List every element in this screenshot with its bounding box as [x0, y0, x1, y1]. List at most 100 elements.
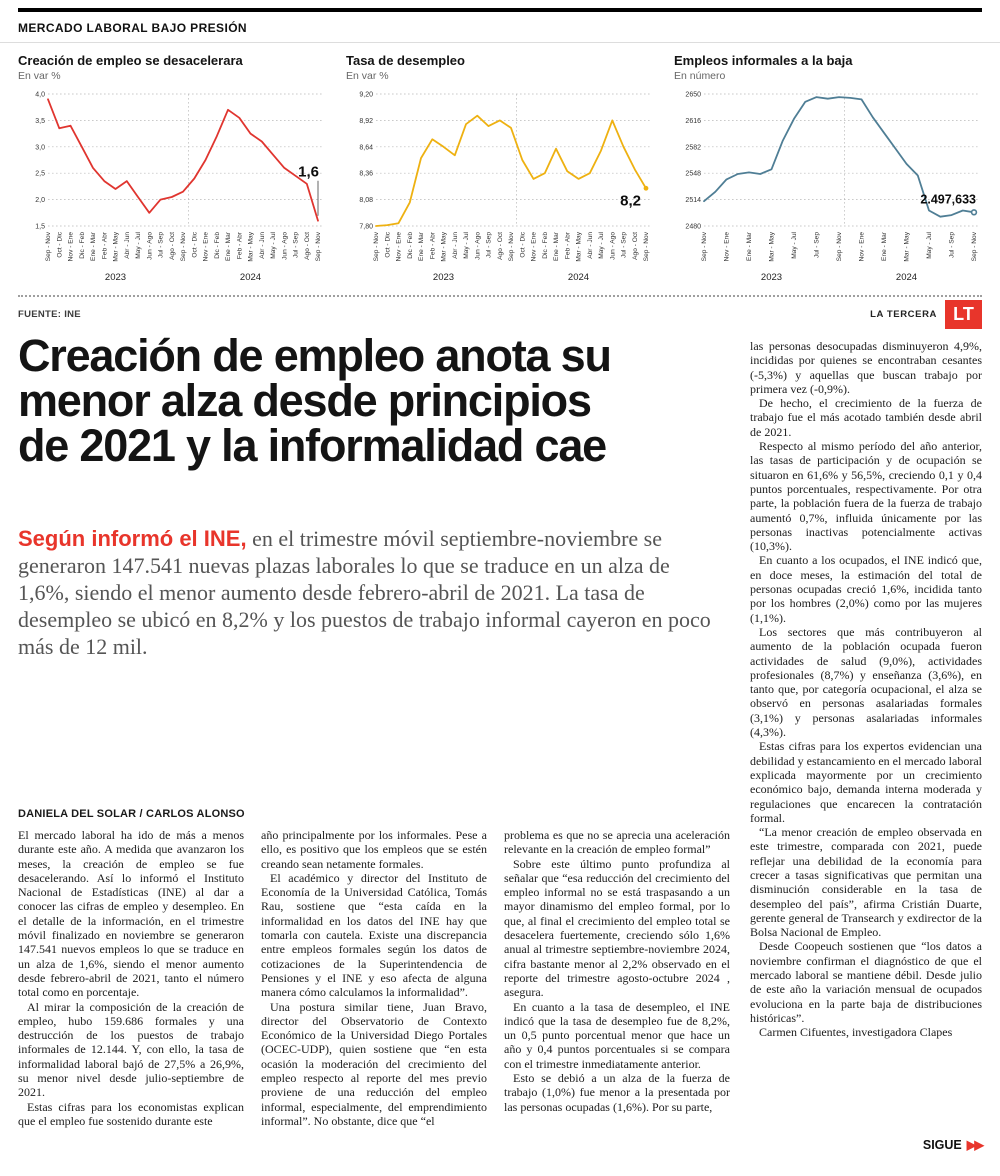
svg-text:Ene - Mar: Ene - Mar — [746, 231, 753, 261]
svg-text:Sep - Nov: Sep - Nov — [971, 231, 978, 261]
paragraph: Los sectores que más contribuyeron al au… — [750, 624, 982, 740]
svg-text:2548: 2548 — [685, 171, 701, 178]
svg-text:Ago - Oct: Ago - Oct — [497, 232, 504, 260]
svg-text:8,64: 8,64 — [359, 144, 373, 151]
svg-text:Jul - Sep: Jul - Sep — [949, 232, 956, 258]
svg-text:Abr - Jun: Abr - Jun — [124, 232, 131, 259]
svg-text:Jun - Ago: Jun - Ago — [146, 232, 153, 260]
svg-text:Oct - Dic: Oct - Dic — [191, 231, 198, 257]
paragraph: Al mirar la composición de la creación d… — [18, 999, 244, 1100]
svg-text:2024: 2024 — [240, 272, 261, 283]
svg-text:May - Jul: May - Jul — [463, 231, 470, 258]
svg-text:Jul - Sep: Jul - Sep — [621, 232, 628, 258]
svg-text:Feb - Abr: Feb - Abr — [101, 231, 108, 259]
paragraph: Carmen Cifuentes, investigadora Clapes — [759, 1025, 953, 1040]
svg-text:2,0: 2,0 — [35, 197, 45, 204]
svg-text:1,5: 1,5 — [35, 224, 45, 231]
continues-arrows-icon: ▶▶ — [966, 1138, 984, 1152]
svg-text:Jul - Sep: Jul - Sep — [486, 232, 493, 258]
byline: DANIELA DEL SOLAR / CARLOS ALONSO — [18, 808, 245, 820]
article-column-4: las personas desocupadas disminuyeron 4,… — [750, 339, 982, 1135]
svg-text:Dic - Feb: Dic - Feb — [542, 232, 549, 259]
svg-text:Abr - Jun: Abr - Jun — [587, 232, 594, 259]
svg-text:8,08: 8,08 — [359, 197, 373, 204]
svg-text:2582: 2582 — [685, 144, 701, 151]
svg-text:Nov - Ene: Nov - Ene — [724, 232, 731, 262]
article-column-3: problema es que no se aprecia una aceler… — [504, 828, 730, 1169]
svg-text:2.497,633: 2.497,633 — [920, 192, 976, 206]
svg-text:2023: 2023 — [761, 272, 782, 283]
svg-text:Jun - Ago: Jun - Ago — [609, 232, 616, 260]
svg-text:2024: 2024 — [568, 272, 589, 283]
svg-text:3,5: 3,5 — [35, 118, 45, 125]
svg-text:Mar - May: Mar - May — [113, 231, 120, 261]
paragraph: Estas cifras para los economistas explic… — [18, 1099, 244, 1128]
section-kicker: MERCADO LABORAL BAJO PRESIÓN — [18, 21, 247, 35]
svg-text:Mar - May: Mar - May — [904, 231, 911, 261]
svg-text:2480: 2480 — [685, 224, 701, 231]
svg-text:Mar - May: Mar - May — [769, 231, 776, 261]
svg-text:Feb - Abr: Feb - Abr — [236, 231, 243, 259]
svg-text:Ene - Mar: Ene - Mar — [881, 231, 888, 261]
svg-text:Dic - Feb: Dic - Feb — [407, 232, 414, 259]
article-column-2: año principalmente por los informales. P… — [261, 828, 487, 1169]
svg-text:Dic - Feb: Dic - Feb — [214, 232, 221, 259]
brand-name: LA TERCERA — [870, 308, 937, 320]
charts-row: Creación de empleo se desacelerara En va… — [18, 53, 982, 291]
svg-text:Jul - Sep: Jul - Sep — [293, 232, 300, 258]
svg-text:Oct - Dic: Oct - Dic — [519, 231, 526, 257]
svg-text:May - Jul: May - Jul — [926, 231, 933, 258]
svg-text:Oct - Dic: Oct - Dic — [56, 231, 63, 257]
paragraph: De hecho, el crecimiento de la fuerza de… — [750, 396, 982, 439]
svg-text:8,92: 8,92 — [359, 118, 373, 125]
svg-text:May - Jul: May - Jul — [135, 231, 142, 258]
svg-text:May - Jul: May - Jul — [270, 231, 277, 258]
svg-text:Jul - Sep: Jul - Sep — [158, 232, 165, 258]
svg-text:Sep - Nov: Sep - Nov — [508, 231, 515, 261]
svg-text:Sep - Nov: Sep - Nov — [643, 231, 650, 261]
svg-text:May - Jul: May - Jul — [598, 231, 605, 258]
svg-text:2514: 2514 — [685, 197, 701, 204]
svg-text:4,0: 4,0 — [35, 92, 45, 99]
paragraph: problema es que no se aprecia una aceler… — [504, 828, 730, 857]
svg-text:Ene - Mar: Ene - Mar — [90, 231, 97, 261]
paragraph: año principalmente por los informales. P… — [261, 828, 487, 871]
paragraph: Sobre este último punto profundiza al se… — [504, 856, 730, 1000]
article-columns: El mercado laboral ha ido de más a menos… — [18, 828, 730, 1169]
svg-text:2023: 2023 — [105, 272, 126, 283]
dotted-divider — [18, 295, 982, 297]
lt-logo-letters: LT — [953, 303, 974, 324]
chart-subtitle: En var % — [18, 70, 61, 82]
lede-lead-in: Según informó el INE, — [18, 526, 247, 551]
svg-text:Jun - Ago: Jun - Ago — [474, 232, 481, 260]
continues-label: SIGUE — [922, 1138, 962, 1152]
svg-text:Ene - Mar: Ene - Mar — [225, 231, 232, 261]
svg-text:Sep - Nov: Sep - Nov — [45, 231, 52, 261]
article: Creación de empleo anota su menor alza d… — [18, 330, 984, 1169]
svg-text:Ago - Oct: Ago - Oct — [169, 232, 176, 260]
paragraph: “La menor creación de empleo observada e… — [750, 825, 982, 940]
svg-text:Nov - Ene: Nov - Ene — [68, 232, 75, 262]
headline: Creación de empleo anota su menor alza d… — [18, 330, 612, 471]
svg-text:Nov - Ene: Nov - Ene — [396, 232, 403, 262]
svg-text:Ene - Mar: Ene - Mar — [418, 231, 425, 261]
svg-text:Dic - Feb: Dic - Feb — [79, 232, 86, 259]
chart-panel-creacion-empleo: Creación de empleo se desacelerara En va… — [18, 53, 326, 291]
svg-text:Sep - Nov: Sep - Nov — [373, 231, 380, 261]
paragraph: El académico y director del Instituto de… — [261, 870, 487, 1000]
article-column-1: El mercado laboral ha ido de más a menos… — [18, 828, 244, 1169]
source-note: FUENTE: INE — [18, 308, 81, 320]
paragraph: En cuanto a los ocupados, el INE indicó … — [750, 553, 982, 625]
svg-text:Nov - Ene: Nov - Ene — [859, 232, 866, 262]
svg-text:Abr - Jun: Abr - Jun — [259, 232, 266, 259]
brand-block: LA TERCERA LT — [870, 299, 982, 329]
svg-text:Sep - Nov: Sep - Nov — [836, 231, 843, 261]
paragraph: Una postura similar tiene, Juan Bravo, d… — [261, 999, 487, 1128]
svg-text:Nov - Ene: Nov - Ene — [203, 232, 210, 262]
svg-text:7,80: 7,80 — [359, 224, 373, 231]
svg-text:Jul - Sep: Jul - Sep — [814, 232, 821, 258]
paragraph: En cuanto a la tasa de desempleo, el INE… — [504, 999, 730, 1071]
svg-text:Mar - May: Mar - May — [576, 231, 583, 261]
